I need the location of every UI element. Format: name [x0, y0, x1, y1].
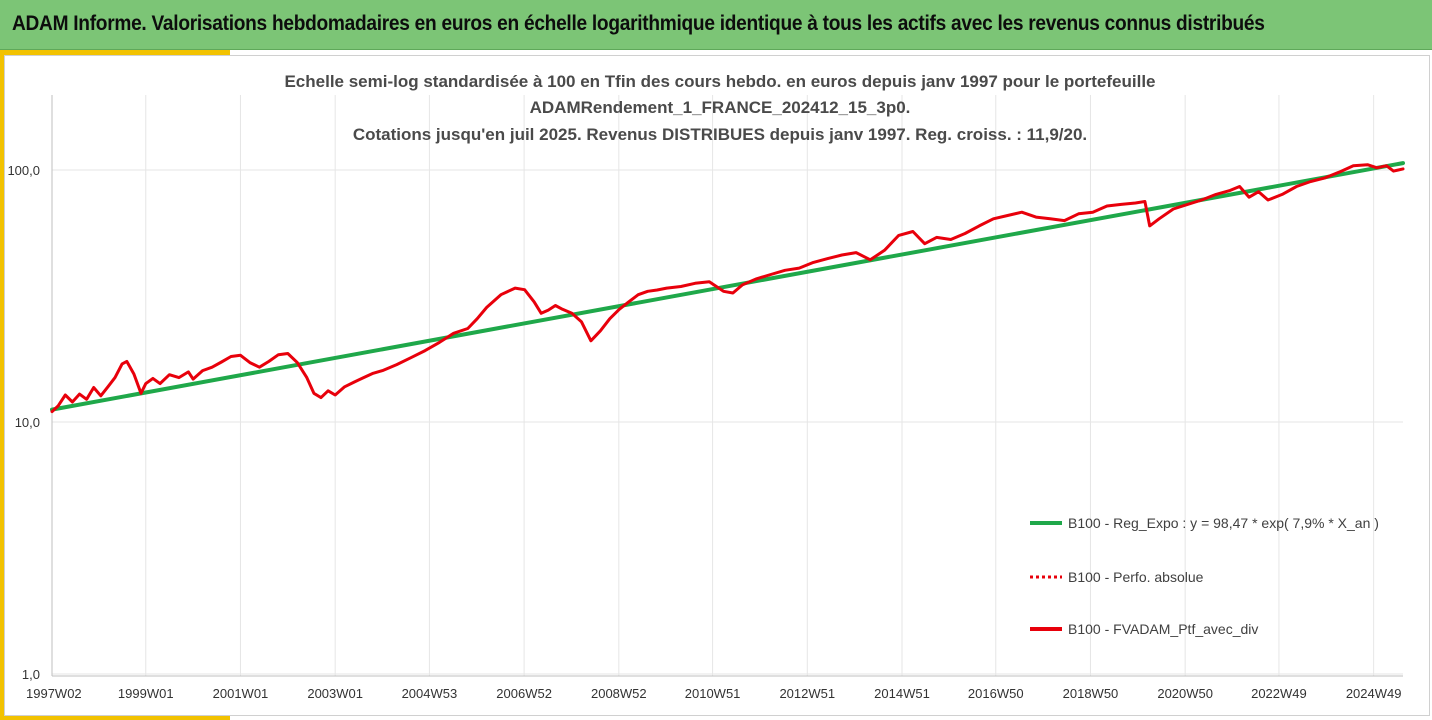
legend-label: B100 - Reg_Expo : y = 98,47 * exp( 7,9% … [1068, 515, 1379, 531]
y-axis: 100,0 10,0 1,0 [7, 163, 40, 682]
portfolio-line [50, 163, 1405, 414]
plot-series [50, 161, 1405, 414]
report-title: ADAM Informe. Valorisations hebdomadaire… [12, 12, 1265, 35]
chart-title-line: ADAMRendement_1_FRANCE_202412_15_3p0. [530, 98, 911, 117]
y-tick-label: 1,0 [22, 667, 40, 682]
x-tick-label: 2006W52 [496, 686, 552, 701]
x-axis: 1997W02 1999W01 2001W01 2003W01 2004W53 2006W… [26, 686, 1401, 701]
grid [51, 95, 1403, 677]
x-tick-label: 2022W49 [1251, 686, 1307, 701]
x-tick-label: 2018W50 [1063, 686, 1119, 701]
x-tick-label: 2001W01 [213, 686, 269, 701]
x-tick-label: 2010W51 [685, 686, 741, 701]
chart-title-line: Cotations jusqu'en juil 2025. Revenus DI… [353, 125, 1087, 144]
x-tick-label: 1997W02 [26, 686, 82, 701]
x-tick-label: 1999W01 [118, 686, 174, 701]
chart-title-line: Echelle semi-log standardisée à 100 en T… [284, 72, 1155, 91]
chart-frame [4, 55, 1430, 716]
regression-line [50, 161, 1405, 412]
x-tick-label: 2020W50 [1157, 686, 1213, 701]
x-tick-label: 2008W52 [591, 686, 647, 701]
x-tick-label: 2016W50 [968, 686, 1024, 701]
legend-label: B100 - FVADAM_Ptf_avec_div [1068, 621, 1258, 637]
y-tick-label: 100,0 [7, 163, 40, 178]
x-tick-label: 2004W53 [402, 686, 458, 701]
x-tick-label: 2014W51 [874, 686, 930, 701]
x-tick-label: 2012W51 [779, 686, 835, 701]
accent-bar-left [0, 50, 4, 720]
legend-label: B100 - Perfo. absolue [1068, 569, 1204, 585]
x-tick-label: 2003W01 [307, 686, 363, 701]
report-header: ADAM Informe. Valorisations hebdomadaire… [0, 0, 1432, 50]
x-tick-label: 2024W49 [1346, 686, 1402, 701]
chart-title: Echelle semi-log standardisée à 100 en T… [284, 72, 1155, 144]
y-tick-label: 10,0 [15, 415, 40, 430]
accent-bar-top [0, 50, 230, 55]
accent-bar-bottom [0, 716, 230, 720]
legend: B100 - Reg_Expo : y = 98,47 * exp( 7,9% … [1030, 515, 1379, 637]
